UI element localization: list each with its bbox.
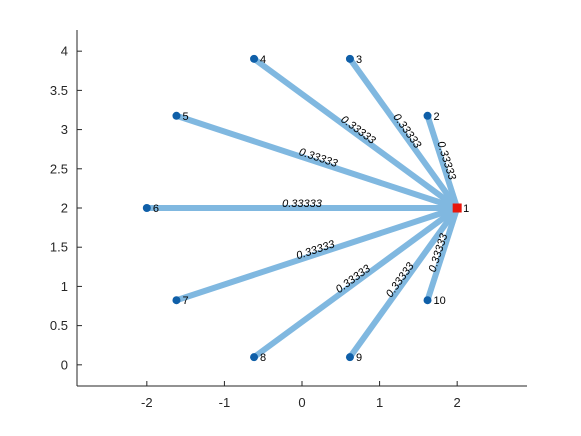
edge-1-4 [252,56,459,211]
node-2-marker [423,111,432,120]
y-tick-label: 2.5 [50,161,68,176]
edge-weight-label: 0.33333 [384,260,417,300]
node-10-marker [423,296,432,305]
node-1-marker [452,203,462,213]
node-8-marker [250,353,259,362]
edge-1-9 [347,206,460,359]
x-tick-label: -2 [141,395,153,410]
node-4-label: 4 [260,54,266,66]
y-tick-label: 3 [61,122,68,137]
x-tick-label: 1 [376,395,383,410]
x-tick-label: 2 [454,395,461,410]
node-7-label: 7 [182,295,188,307]
edge-weight-label: 0.33333 [390,111,423,151]
node-8-label: 8 [260,352,266,364]
edge-weight-label: 0.33333 [334,262,374,296]
nodes-layer [142,54,462,362]
y-tick-label: 0.5 [50,318,68,333]
node-9-label: 9 [356,352,362,364]
x-tick-label: 0 [298,395,305,410]
node-1-label: 1 [463,203,469,215]
node-3-label: 3 [356,54,362,66]
node-6-marker [142,204,151,212]
axes-layer: -2 -1 0 1 2 0 0.5 1 1.5 2 2.5 3 3.5 4 [50,30,527,410]
edges-layer [146,56,461,360]
edge-1-10 [424,207,461,302]
edge-1-3 [347,57,460,210]
node-6-label: 6 [153,203,159,215]
edge-weight-label: 0.33333 [338,114,378,148]
node-5-label: 5 [182,111,188,123]
edge-weight-label: 0.33333 [434,140,458,182]
node-7-marker [172,296,181,305]
node-10-label: 10 [434,295,446,307]
y-tick-label: 4 [61,44,68,59]
edge-weight-label: 0.33333 [427,231,451,273]
node-4-marker [250,54,259,63]
edge-1-7 [175,205,459,304]
node-3-marker [345,54,354,63]
x-tick-label: -1 [219,395,231,410]
x-ticks: -2 -1 0 1 2 [141,381,461,410]
edge-weight-label: 0.33333 [297,146,339,170]
edge-weight-label: 0.33333 [295,238,337,262]
y-tick-label: 1.5 [50,240,68,255]
y-tick-label: 1 [61,279,68,294]
node-2-label: 2 [434,111,440,123]
edge-1-5 [175,112,459,211]
edge-1-8 [252,205,459,360]
edge-1-2 [424,114,461,209]
y-ticks: 0 0.5 1 1.5 2 2.5 3 3.5 4 [50,44,82,372]
y-tick-label: 3.5 [50,83,68,98]
y-tick-label: 0 [61,357,68,372]
node-labels-layer: 1 2 3 4 5 6 7 8 9 10 [153,54,469,364]
y-tick-label: 2 [61,201,68,216]
node-5-marker [172,111,181,120]
edge-weight-label: 0.33333 [282,198,323,210]
node-9-marker [345,353,354,362]
